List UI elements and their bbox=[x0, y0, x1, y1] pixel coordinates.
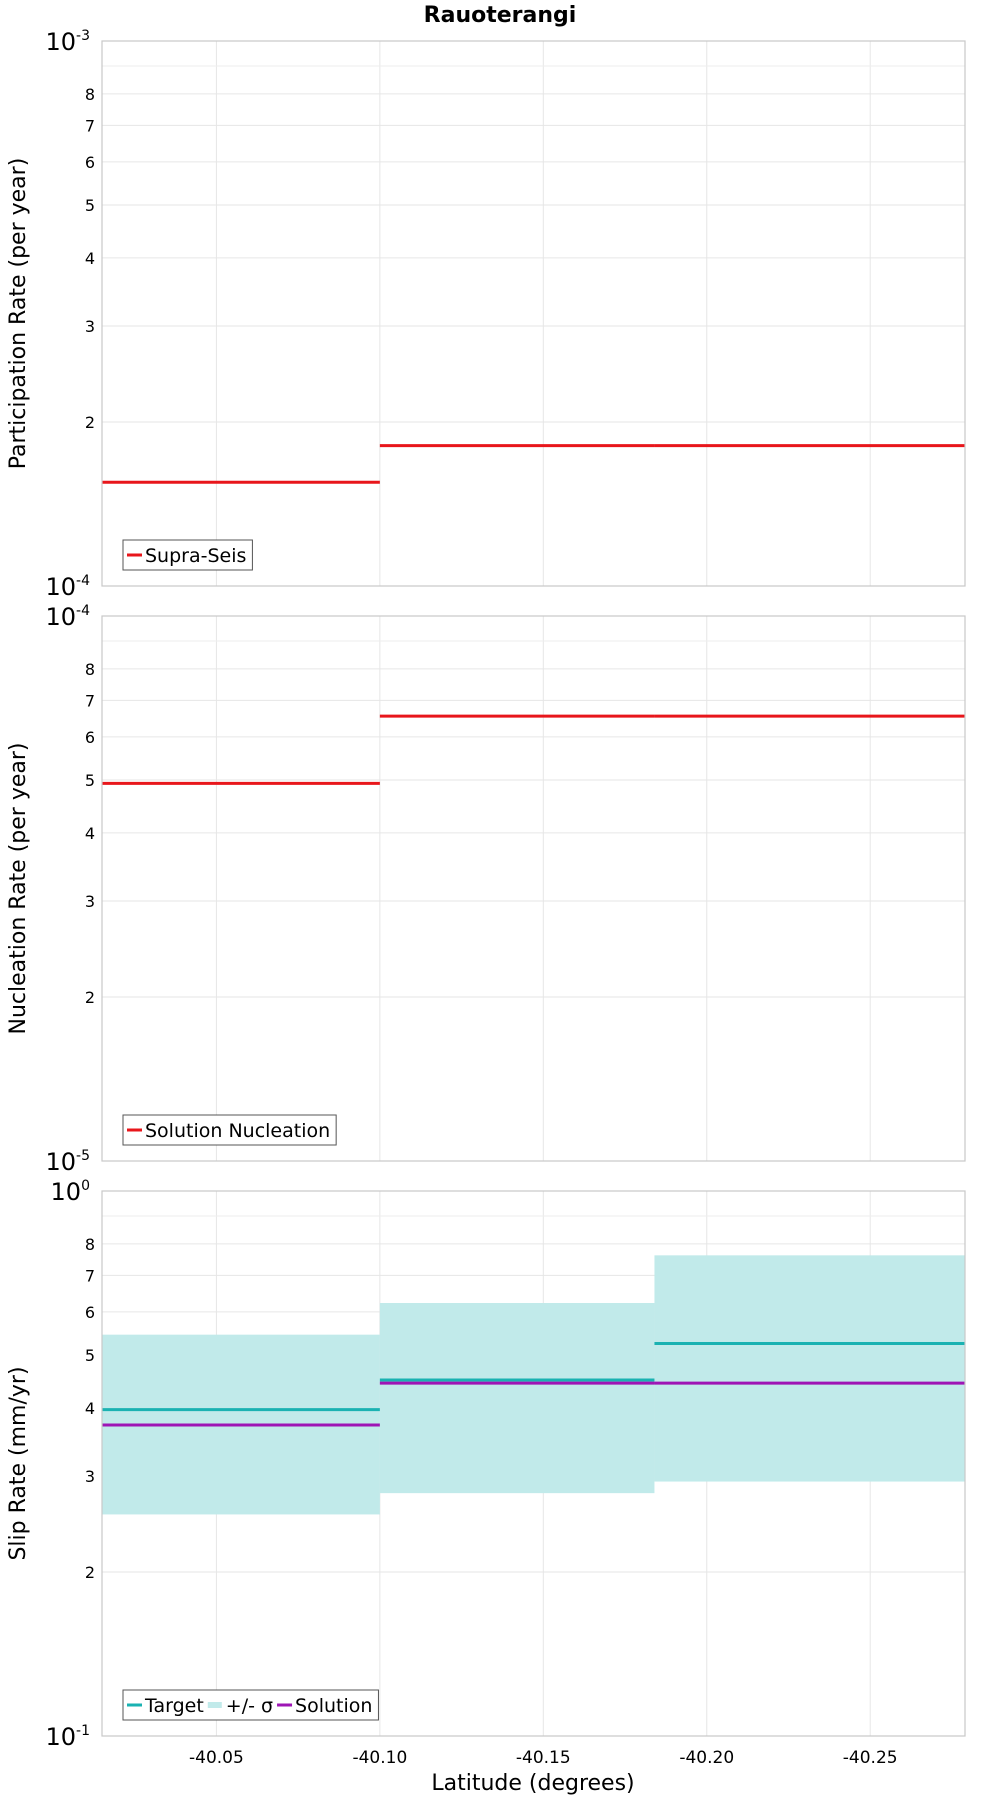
panel-3: 2 3 4 5 6 7 8 100 10-1 Slip Rate (mm/yr) Target +/-… bbox=[6, 1178, 966, 1751]
legend-box bbox=[122, 1689, 379, 1721]
y-tick-label: 4 bbox=[85, 824, 95, 843]
chart-title: Rauoterangi bbox=[424, 3, 577, 28]
legend-box bbox=[122, 539, 253, 571]
y-tick-label: 2 bbox=[85, 413, 95, 432]
plot-frame bbox=[101, 40, 966, 587]
legend-label: Supra-Seis bbox=[145, 545, 246, 567]
y-tick-label: 5 bbox=[85, 1346, 95, 1365]
sigma-band-segment bbox=[654, 1255, 965, 1482]
x-tick-label: -40.10 bbox=[352, 1748, 407, 1768]
y-decade-label: 10-4 bbox=[45, 603, 90, 631]
legend: Target +/- σ Solution bbox=[122, 1689, 379, 1721]
y-tick-label: 3 bbox=[85, 892, 95, 911]
x-tick-label: -40.15 bbox=[516, 1748, 571, 1768]
y-axis-label: Slip Rate (mm/yr) bbox=[6, 1366, 31, 1560]
x-tick-label: -40.05 bbox=[189, 1748, 244, 1768]
x-tick-label: -40.20 bbox=[679, 1748, 734, 1768]
x-axis-label: Latitude (degrees) bbox=[431, 1771, 634, 1796]
legend-label: Target bbox=[144, 1695, 204, 1717]
y-tick-label: 2 bbox=[85, 988, 95, 1007]
y-decade-label: 10-4 bbox=[45, 573, 90, 601]
y-tick-label: 7 bbox=[85, 691, 95, 710]
y-decade-label: 10-5 bbox=[45, 1148, 90, 1176]
y-tick-label: 6 bbox=[85, 728, 95, 747]
y-tick-label: 5 bbox=[85, 196, 95, 215]
y-tick-label: 6 bbox=[85, 1303, 95, 1322]
plot-frame bbox=[101, 1190, 966, 1737]
y-axis-label: Nucleation Rate (per year) bbox=[6, 743, 31, 1035]
legend-label: Solution Nucleation bbox=[145, 1120, 330, 1142]
y-tick-label: 3 bbox=[85, 317, 95, 336]
y-tick-label: 4 bbox=[85, 249, 95, 268]
y-tick-label: 2 bbox=[85, 1563, 95, 1582]
legend-box bbox=[122, 1114, 337, 1146]
plot-area bbox=[102, 616, 965, 1161]
x-tick-label: -40.25 bbox=[843, 1748, 898, 1768]
panel-1: 2 3 4 5 6 7 8 10-3 10-4 Participation Rate (per y… bbox=[6, 28, 966, 601]
panel-2: 2 3 4 5 6 7 8 10-4 10-5 Nucleation Rate (per year… bbox=[6, 603, 966, 1176]
legend-label: Solution bbox=[295, 1695, 372, 1717]
legend-swatch-band bbox=[207, 1702, 222, 1708]
panels: 2 3 4 5 6 7 8 10-3 10-4 Participation Rate (per y… bbox=[6, 28, 966, 1768]
y-tick-label: 6 bbox=[85, 153, 95, 172]
legend: Supra-Seis bbox=[122, 539, 253, 571]
y-decade-label: 100 bbox=[51, 1178, 90, 1206]
y-decade-label: 10-3 bbox=[45, 28, 90, 56]
y-decade-label: 10-1 bbox=[45, 1723, 90, 1751]
plot-area bbox=[102, 41, 965, 586]
sigma-band-segment bbox=[379, 1303, 655, 1494]
y-tick-label: 7 bbox=[85, 116, 95, 135]
y-tick-label: 8 bbox=[85, 85, 95, 104]
plot-frame bbox=[101, 615, 966, 1162]
y-tick-label: 4 bbox=[85, 1399, 95, 1418]
legend-label: +/- σ bbox=[226, 1695, 273, 1717]
y-axis-label: Participation Rate (per year) bbox=[6, 158, 31, 470]
y-tick-label: 3 bbox=[85, 1467, 95, 1486]
y-tick-label: 5 bbox=[85, 771, 95, 790]
legend: Solution Nucleation bbox=[122, 1114, 337, 1146]
y-tick-label: 7 bbox=[85, 1266, 95, 1285]
y-tick-label: 8 bbox=[85, 660, 95, 679]
y-tick-label: 8 bbox=[85, 1235, 95, 1254]
